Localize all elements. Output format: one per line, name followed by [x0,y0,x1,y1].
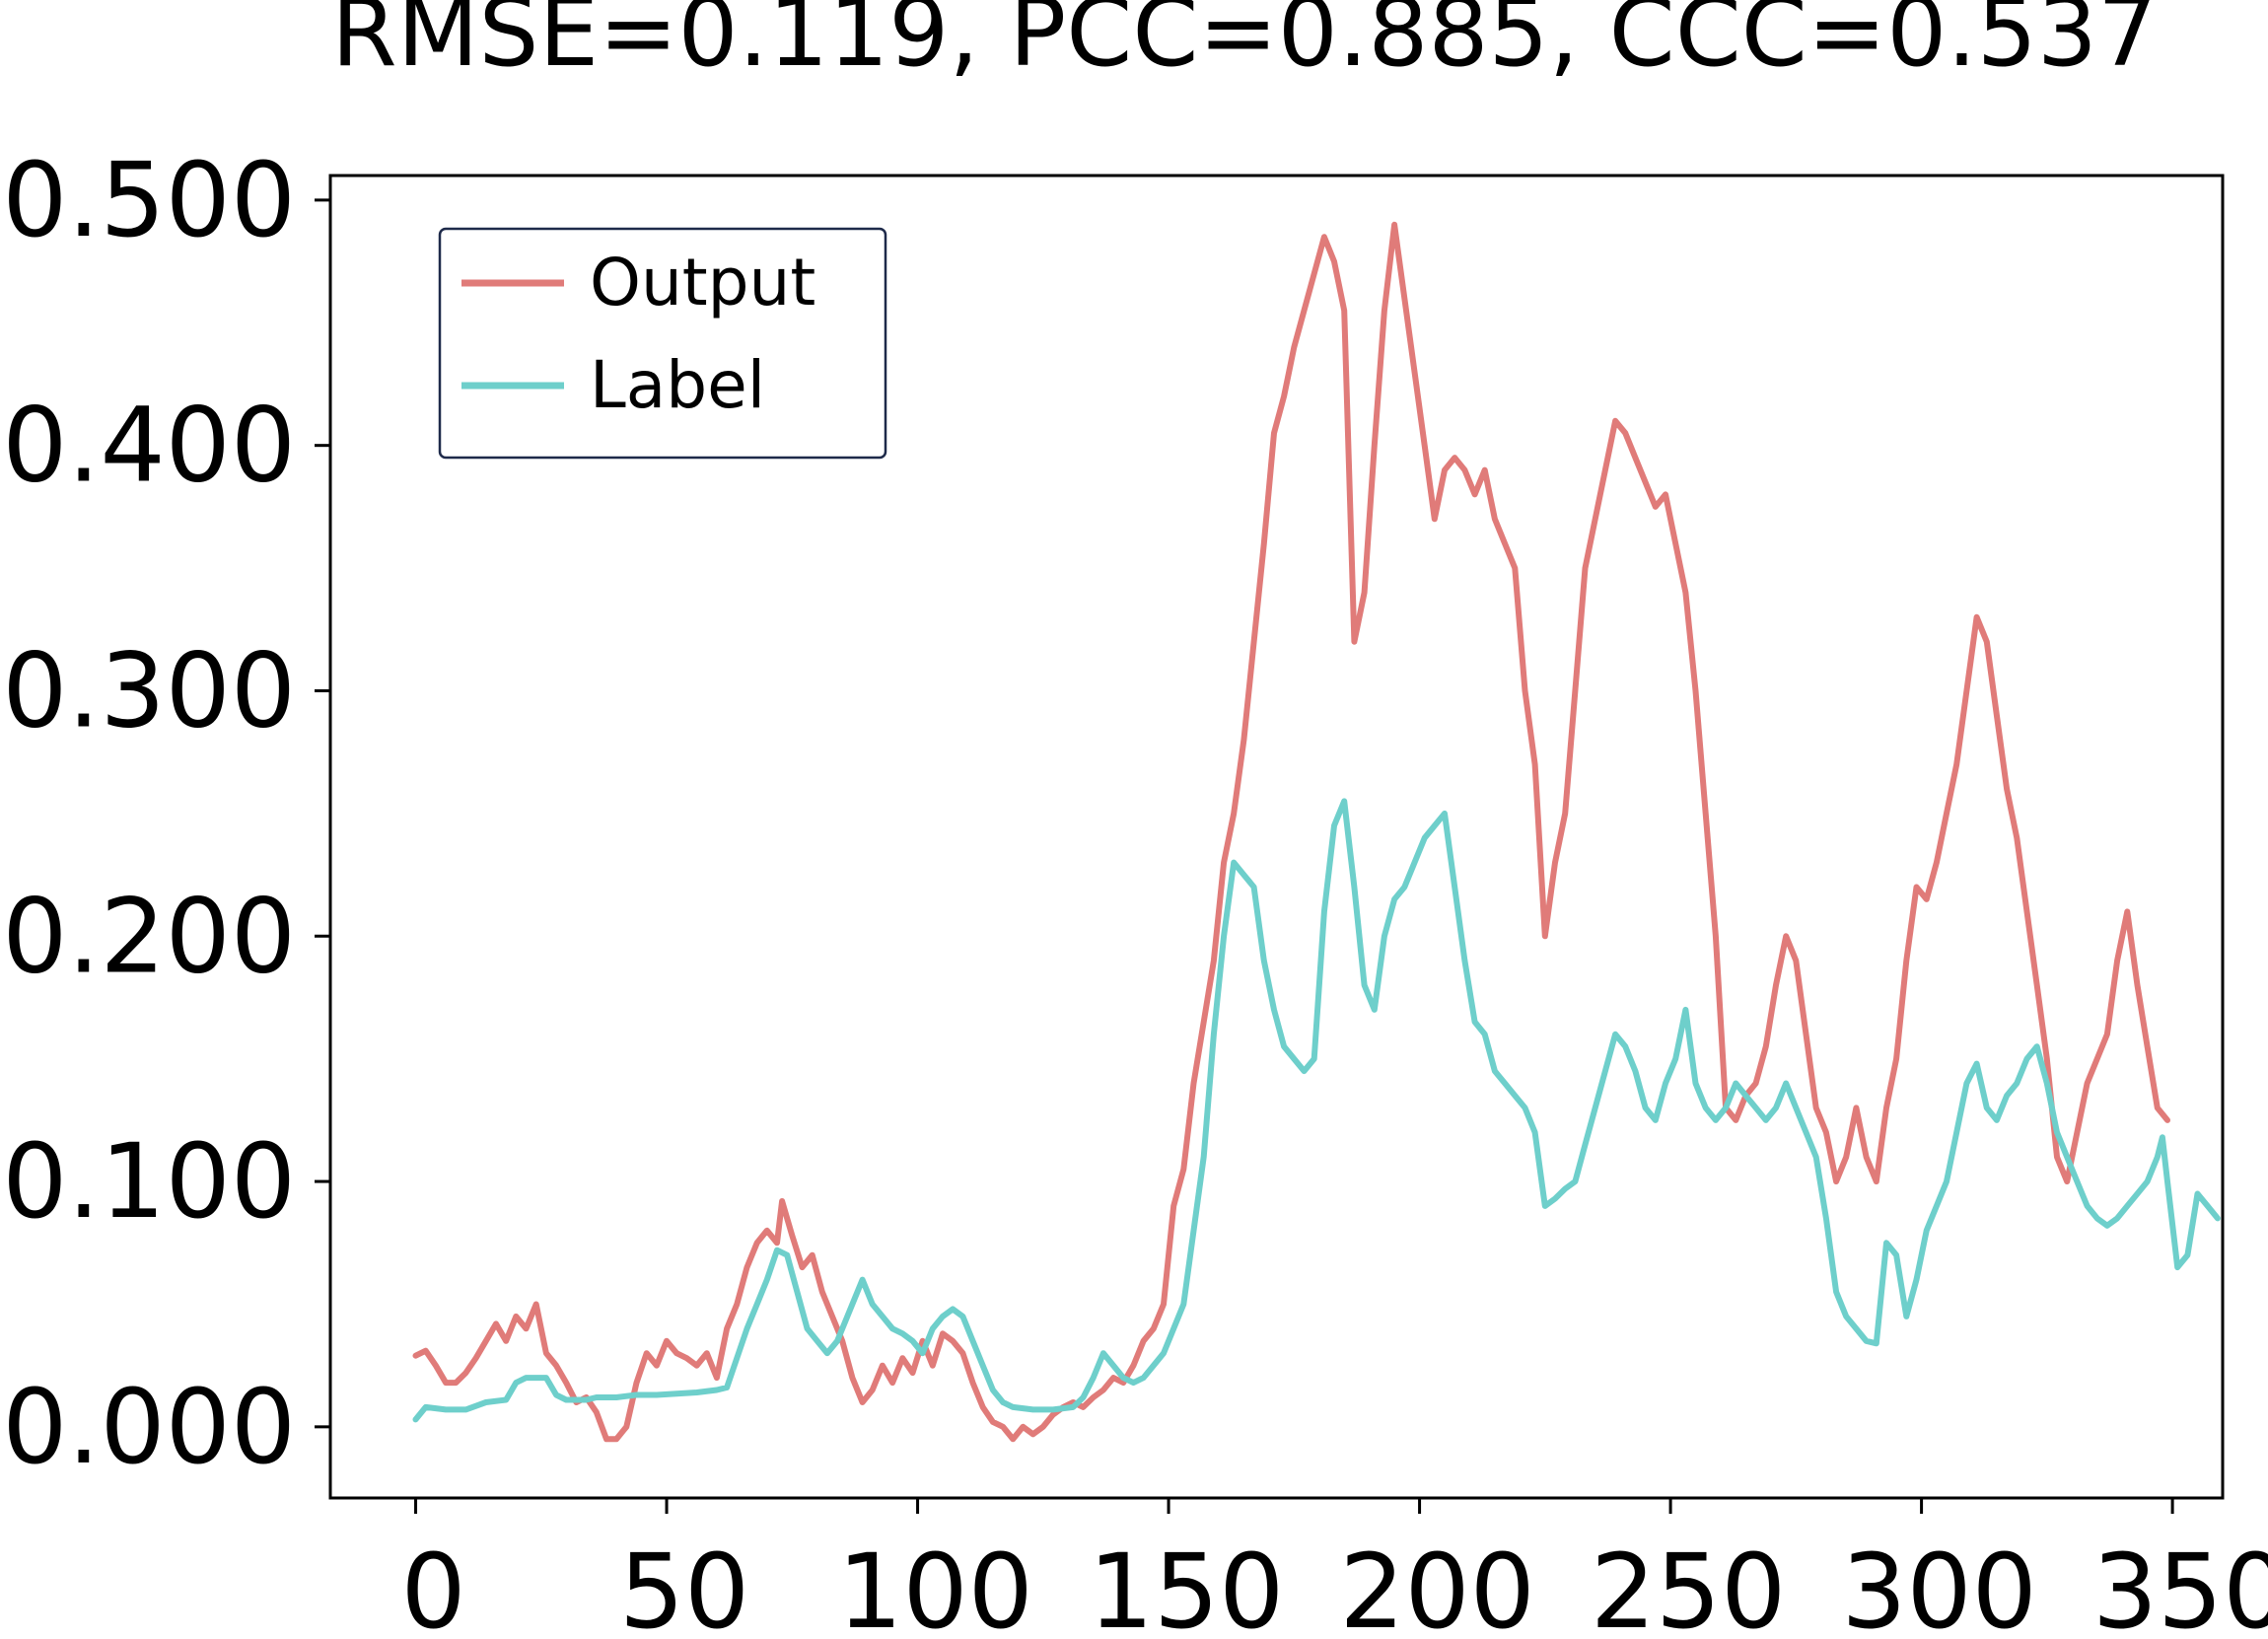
x-tick-label: 250 [1591,1532,1787,1639]
legend: Output Label [438,227,887,460]
y-tick-label: 0.300 [2,630,296,750]
y-tick-label: 0.200 [2,876,296,996]
series-line-label [412,798,2221,1423]
x-axis: 0 50 100 150 200 250 300 350 [400,1498,2268,1639]
plot-frame [328,174,2225,1500]
y-tick-label: 0.100 [2,1121,296,1242]
y-axis: 0.000 0.100 0.200 0.300 0.400 0.500 [2,140,330,1487]
x-tick-label: 100 [837,1532,1033,1639]
x-tick-label: 350 [2092,1532,2268,1639]
x-tick-label: 300 [1841,1532,2037,1639]
legend-label-label: Label [590,347,765,423]
x-tick-label: 50 [619,1532,749,1639]
y-tick-label: 0.000 [2,1367,296,1487]
chart-title: RMSE=0.119, PCC=0.885, CCC=0.537 [331,0,2158,88]
y-tick-label: 0.500 [2,140,296,260]
x-tick-label: 150 [1089,1532,1285,1639]
series-layer [412,221,2221,1443]
x-tick-label: 0 [400,1532,465,1639]
legend-label-output: Output [590,245,815,321]
x-tick-label: 200 [1339,1532,1535,1639]
y-tick-label: 0.400 [2,386,296,506]
series-line-output [412,221,2170,1443]
